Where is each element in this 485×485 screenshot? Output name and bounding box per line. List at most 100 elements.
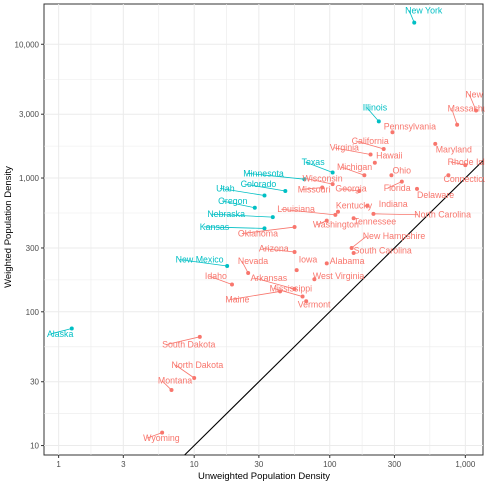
leader-line [451, 161, 466, 166]
leader-line [387, 181, 402, 189]
data-point [463, 163, 468, 168]
data-point [335, 209, 340, 214]
data-point [376, 119, 381, 124]
point-label: Utah [216, 183, 235, 193]
leader-line [146, 432, 163, 439]
data-point [351, 251, 356, 256]
y-tick-label: 10,000 [15, 40, 40, 49]
point-label: Rhode Island [448, 157, 485, 167]
points-layer: New York New Jersey Massachusetts Illinois P… [47, 5, 485, 443]
leader-line [281, 208, 336, 216]
point-label: Vermont [298, 299, 331, 309]
leader-line [468, 94, 477, 111]
data-point [333, 212, 338, 217]
point-label: Florida [384, 183, 411, 193]
point-label: Indiana [379, 199, 408, 209]
leader-line [306, 178, 333, 185]
point-label: Minnesota [243, 168, 284, 178]
data-point [169, 388, 174, 393]
point-label: Connecticut [443, 174, 485, 184]
data-point [399, 179, 404, 184]
leader-line [373, 213, 419, 216]
data-point [225, 263, 230, 268]
data-point [278, 289, 283, 294]
leader-line [333, 147, 371, 155]
leader-line [179, 259, 228, 267]
y-axis-ticks: 10 30 100 300 1,000 3,000 10,000 [15, 40, 44, 451]
y-tick-label: 300 [26, 244, 40, 253]
point-label: Alaska [47, 329, 74, 339]
y-axis-title: Weighted Population Density [3, 166, 14, 288]
point-label: Wyoming [143, 433, 180, 443]
leader-line [351, 235, 367, 249]
leader-line [408, 10, 415, 23]
point-label: Washington [313, 220, 359, 230]
x-tick-label: 30 [254, 460, 263, 469]
x-tick-label: 10 [190, 460, 199, 469]
point-label: Maryland [436, 145, 472, 155]
leader-line [339, 188, 360, 192]
leader-line [166, 336, 200, 345]
leader-line [273, 288, 303, 297]
x-tick-label: 1,000 [455, 460, 476, 469]
point-label: Kansas [200, 222, 230, 232]
point-label: New Hampshire [363, 231, 426, 241]
y-tick-label: 100 [26, 308, 40, 317]
data-point [330, 182, 335, 187]
point-label: Nebraska [207, 209, 245, 219]
point-label: Nevada [238, 256, 268, 266]
point-label: New Jersey [465, 89, 485, 99]
data-point [390, 130, 395, 135]
data-point [372, 160, 377, 165]
point-label: Iowa [299, 255, 318, 265]
data-point [294, 268, 299, 273]
data-point [312, 277, 317, 282]
leader-line [220, 187, 265, 196]
data-point [351, 216, 356, 221]
major-gridlines [44, 4, 483, 455]
data-point [304, 299, 309, 304]
data-point [365, 203, 370, 208]
minor-gridlines [44, 4, 483, 455]
data-point [324, 218, 329, 223]
leader-line [221, 200, 255, 209]
data-point [324, 261, 329, 266]
data-point [362, 173, 367, 178]
leader-line [175, 364, 195, 379]
leader-line [211, 213, 273, 218]
point-label: West Virginia [313, 271, 365, 281]
data-point [389, 173, 394, 178]
point-label: South Carolina [354, 246, 412, 256]
leader-line [203, 226, 265, 229]
x-tick-label: 300 [388, 460, 402, 469]
data-point [446, 173, 451, 178]
data-point [262, 193, 267, 198]
point-label: Louisiana [277, 204, 315, 214]
data-point [381, 146, 386, 151]
x-axis-ticks: 1 3 10 30 100 300 1,000 [56, 455, 476, 469]
data-point [262, 226, 267, 231]
data-point [229, 282, 234, 287]
data-point [320, 185, 325, 190]
point-label: Idaho [205, 271, 227, 281]
point-label: Colorado [241, 179, 277, 189]
leader-line [50, 328, 72, 335]
data-point [197, 334, 202, 339]
point-label: Oregon [218, 196, 247, 206]
reference-line [184, 160, 484, 456]
data-point [292, 225, 297, 230]
data-point [357, 188, 362, 193]
point-label: Georgia [335, 184, 366, 194]
point-label: Mississippi [270, 283, 313, 293]
point-label: Oklahoma [238, 229, 278, 239]
x-tick-label: 1 [56, 460, 61, 469]
data-point [371, 211, 376, 216]
y-tick-label: 1,000 [19, 174, 40, 183]
point-label: North Dakota [171, 360, 223, 370]
point-label: Tennessee [354, 216, 397, 226]
leader-line [366, 107, 380, 122]
point-label: Hawaii [376, 150, 402, 160]
data-point [292, 287, 297, 292]
data-point [283, 188, 288, 193]
data-point [330, 170, 335, 175]
